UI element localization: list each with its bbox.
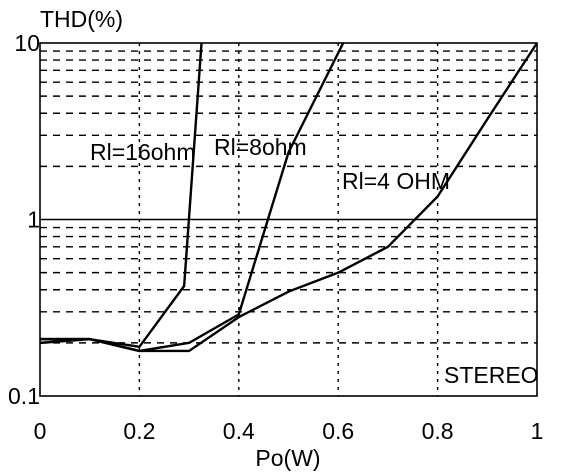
annotation-rl8: Rl=8ohm — [214, 134, 307, 160]
series-line-1 — [40, 42, 203, 348]
grid-lines — [40, 43, 537, 396]
x-tick-label: 0.4 — [223, 418, 255, 444]
x-tick-label: 1 — [531, 418, 544, 444]
y-tick-label: 0.1 — [8, 383, 40, 409]
y-tick-label: 10 — [14, 30, 40, 56]
annotation-rl4: Rl=4 OHM — [342, 168, 450, 194]
y-tick-label: 1 — [27, 207, 40, 233]
y-axis-title: THD(%) — [40, 6, 123, 32]
x-tick-label: 0.8 — [422, 418, 454, 444]
x-tick-label: 0 — [34, 418, 47, 444]
x-tick-label: 0.2 — [123, 418, 155, 444]
series-lines — [39, 42, 539, 353]
plot-frame — [39, 42, 538, 397]
x-tick-label: 0.6 — [322, 418, 354, 444]
x-axis-title: Po(W) — [255, 445, 320, 471]
tick-labels: 0 0.2 0.4 0.6 0.8 1 0.1 1 10 — [8, 30, 543, 444]
annotation-stereo: STEREO — [444, 362, 539, 388]
annotation-rl16: Rl=16ohm — [90, 139, 195, 165]
series-line-3 — [39, 42, 539, 353]
